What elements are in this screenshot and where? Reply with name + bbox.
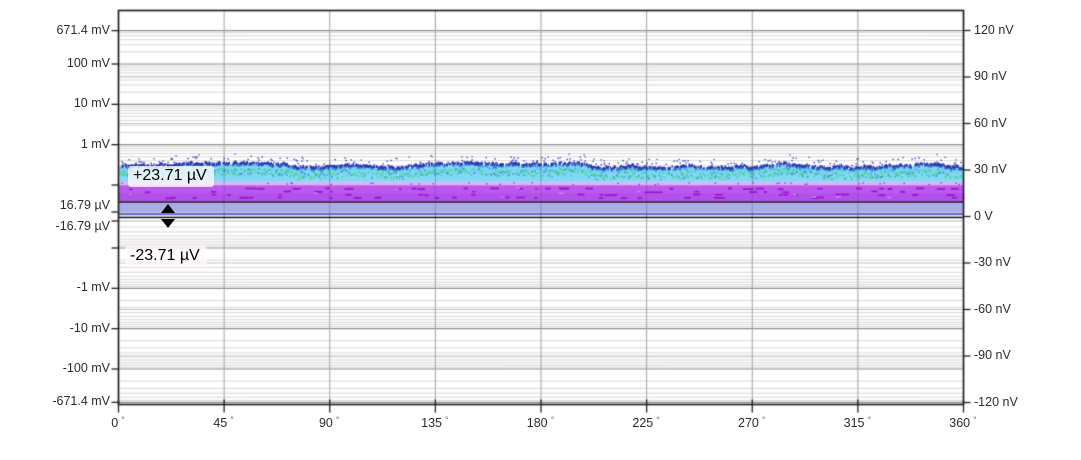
degree-symbol: ° xyxy=(335,415,340,425)
y-right-tick-label: 30 nV xyxy=(974,162,1007,176)
degree-symbol: ° xyxy=(445,415,449,425)
y-left-tick-label: -16.79 µV xyxy=(55,219,110,233)
y-right-tick-label: 0 V xyxy=(974,208,993,223)
y-left-tick-label: -1 mV xyxy=(76,280,110,295)
y-right-tick-label: 60 nV xyxy=(974,115,1007,130)
x-tick-label: 225 ° xyxy=(632,415,660,430)
y-right-tick-label: -90 nV xyxy=(974,348,1011,362)
y-left-tick-label: 100 mV xyxy=(66,56,110,70)
x-tick-label: 315 ° xyxy=(843,415,872,430)
peak-marker-down-icon xyxy=(161,219,175,228)
y-left-tick-label: -100 mV xyxy=(62,361,110,375)
y-left-tick-label: -10 mV xyxy=(69,320,110,335)
degree-symbol: ° xyxy=(867,415,872,425)
x-tick-label: 135 ° xyxy=(421,415,449,430)
y-left-tick-label: 16.79 µV xyxy=(59,198,110,212)
x-tick-label: 360 ° xyxy=(949,415,977,430)
x-tick-label: 180 ° xyxy=(526,415,555,430)
degree-symbol: ° xyxy=(973,415,977,425)
degree-symbol: ° xyxy=(656,415,660,425)
y-right-tick-label: -60 nV xyxy=(974,301,1011,316)
y-right-tick-label: -30 nV xyxy=(974,255,1011,269)
y-right-tick-label: 120 nV xyxy=(974,22,1014,37)
x-tick-label: 45 ° xyxy=(213,415,234,430)
y-right-tick-label: -120 nV xyxy=(974,394,1018,409)
degree-symbol: ° xyxy=(230,415,234,425)
degree-symbol: ° xyxy=(761,415,766,425)
x-tick-label: 0 ° xyxy=(111,415,125,430)
degree-symbol: ° xyxy=(550,415,555,425)
y-left-tick-label: 10 mV xyxy=(73,96,110,111)
y-left-tick-label: -671.4 mV xyxy=(52,394,110,409)
y-right-tick-label: 90 nV xyxy=(974,69,1007,83)
y-left-tick-label: 1 mV xyxy=(80,136,110,151)
y-left-tick-label: 671.4 mV xyxy=(56,22,110,37)
x-tick-label: 90 ° xyxy=(318,415,340,430)
degree-symbol: ° xyxy=(121,415,125,425)
x-tick-label: 270 ° xyxy=(738,415,766,430)
negative-peak-marker-label: -23.71 µV xyxy=(125,246,207,267)
positive-peak-marker-label: +23.71 µV xyxy=(128,166,214,187)
peak-marker-up-icon xyxy=(161,204,175,213)
